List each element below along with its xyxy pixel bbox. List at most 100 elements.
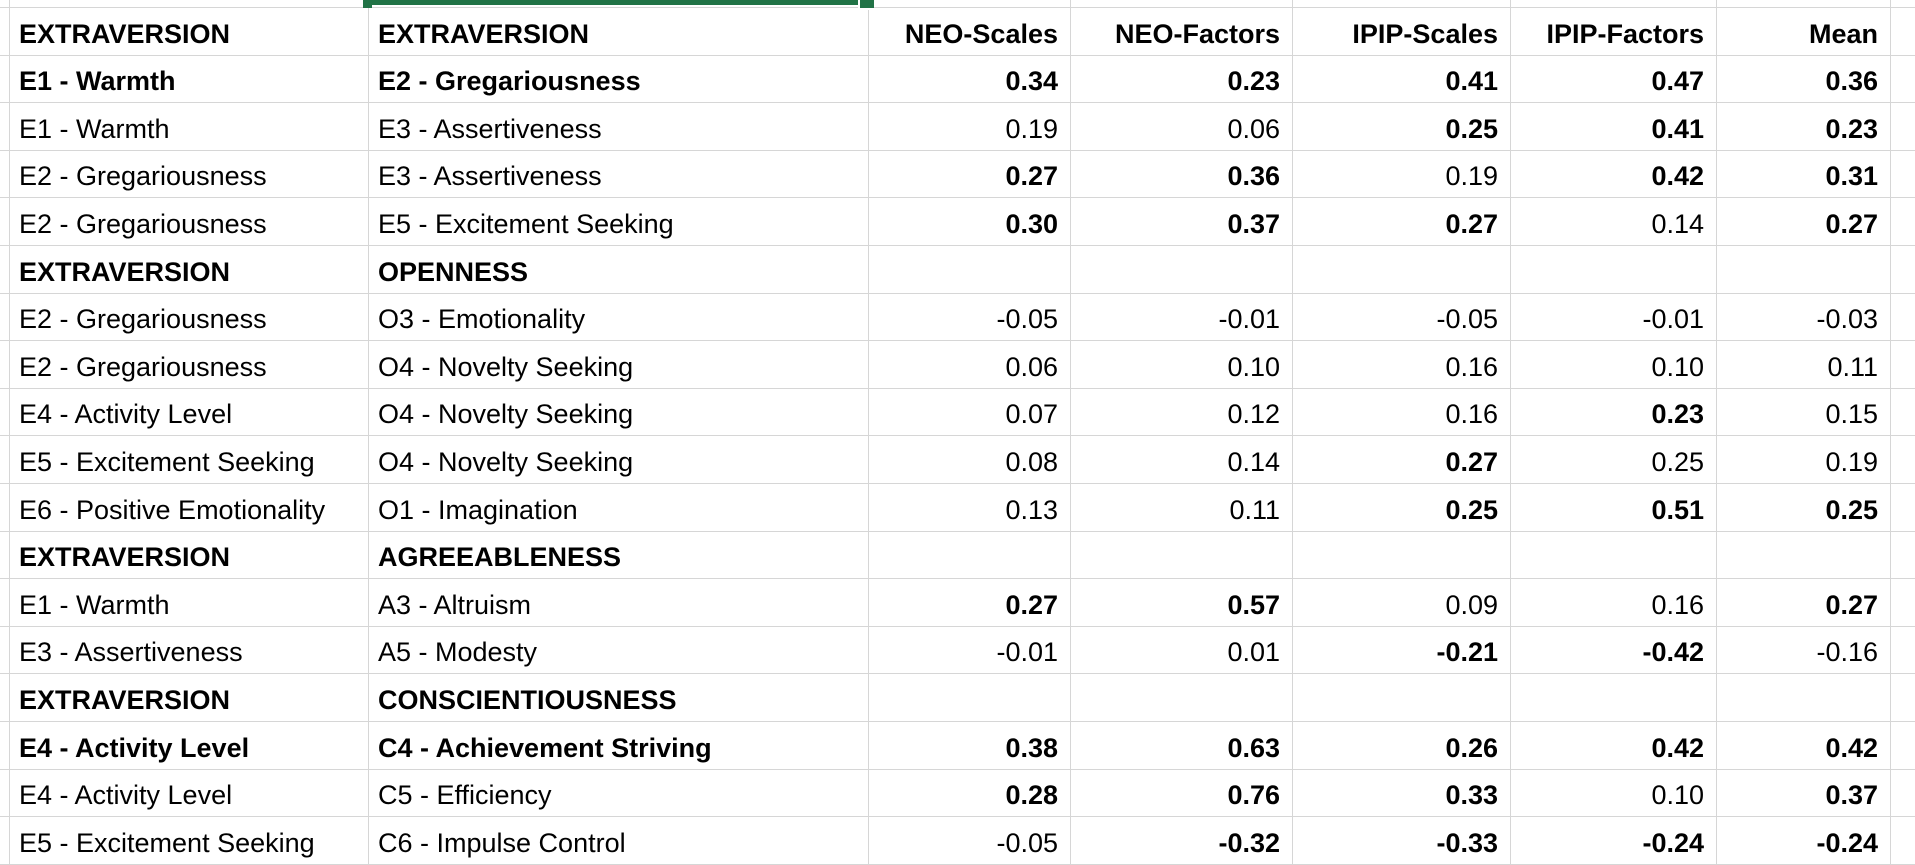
cell[interactable]: O4 - Novelty Seeking bbox=[369, 436, 869, 484]
cell[interactable]: E1 - Warmth bbox=[10, 55, 369, 104]
cell[interactable]: E1 - Warmth bbox=[10, 579, 369, 627]
cell[interactable]: 0.16 bbox=[1293, 341, 1511, 389]
cell[interactable]: 0.09 bbox=[1293, 579, 1511, 627]
cell[interactable]: 0.10 bbox=[1071, 341, 1293, 389]
cell[interactable]: 0.27 bbox=[1293, 436, 1511, 484]
cell[interactable]: E1 - Warmth bbox=[10, 103, 369, 151]
cell[interactable]: 0.34 bbox=[869, 55, 1071, 104]
cell[interactable] bbox=[0, 769, 10, 818]
cell[interactable]: 0.28 bbox=[869, 769, 1071, 818]
cell[interactable] bbox=[1071, 245, 1293, 294]
cell[interactable]: E6 - Positive Emotionality bbox=[10, 483, 369, 532]
cell[interactable]: -0.01 bbox=[1071, 293, 1293, 342]
cell[interactable]: -0.03 bbox=[1717, 293, 1891, 342]
cell[interactable]: E5 - Excitement Seeking bbox=[10, 817, 369, 865]
cell[interactable]: C5 - Efficiency bbox=[369, 769, 869, 818]
cell[interactable] bbox=[1071, 674, 1293, 722]
cell[interactable]: 0.19 bbox=[1717, 436, 1891, 484]
cell[interactable]: A5 - Modesty bbox=[369, 626, 869, 675]
cell[interactable]: -0.21 bbox=[1293, 626, 1511, 675]
cell[interactable]: 0.31 bbox=[1717, 150, 1891, 199]
cell[interactable] bbox=[1891, 341, 1915, 389]
cell[interactable] bbox=[0, 483, 10, 532]
cell[interactable]: -0.01 bbox=[869, 626, 1071, 675]
cell[interactable]: -0.24 bbox=[1511, 817, 1717, 865]
cell[interactable] bbox=[1891, 770, 1915, 818]
cell[interactable] bbox=[1071, 0, 1293, 8]
cell[interactable]: 0.37 bbox=[1071, 198, 1293, 246]
cell[interactable]: EXTRAVERSION bbox=[10, 245, 369, 294]
cell[interactable] bbox=[869, 531, 1071, 580]
cell[interactable] bbox=[0, 245, 10, 294]
cell[interactable]: 0.27 bbox=[1717, 198, 1891, 246]
cell[interactable]: E2 - Gregariousness bbox=[10, 198, 369, 246]
cell[interactable]: -0.24 bbox=[1717, 817, 1891, 865]
cell[interactable] bbox=[0, 293, 10, 342]
cell[interactable]: O3 - Emotionality bbox=[369, 293, 869, 342]
cell[interactable] bbox=[1891, 151, 1915, 199]
cell[interactable]: O1 - Imagination bbox=[369, 483, 869, 532]
cell[interactable]: 0.63 bbox=[1071, 721, 1293, 770]
cell[interactable]: -0.05 bbox=[869, 817, 1071, 865]
cell[interactable] bbox=[0, 626, 10, 675]
cell[interactable]: 0.33 bbox=[1293, 769, 1511, 818]
cell[interactable]: 0.38 bbox=[869, 721, 1071, 770]
cell[interactable] bbox=[0, 531, 10, 580]
cell[interactable]: 0.36 bbox=[1717, 55, 1891, 104]
cell[interactable] bbox=[10, 0, 369, 8]
cell[interactable]: Mean bbox=[1717, 8, 1891, 56]
cell[interactable]: E4 - Activity Level bbox=[10, 388, 369, 437]
cell[interactable]: 0.41 bbox=[1293, 55, 1511, 104]
cell[interactable] bbox=[0, 150, 10, 199]
cell[interactable] bbox=[1293, 674, 1511, 722]
cell[interactable]: OPENNESS bbox=[369, 245, 869, 294]
cell[interactable] bbox=[1891, 532, 1915, 580]
cell[interactable]: IPIP-Scales bbox=[1293, 8, 1511, 56]
cell[interactable] bbox=[0, 198, 10, 246]
cell[interactable] bbox=[1511, 245, 1717, 294]
cell[interactable]: E3 - Assertiveness bbox=[10, 626, 369, 675]
cell[interactable]: 0.57 bbox=[1071, 579, 1293, 627]
cell[interactable]: E2 - Gregariousness bbox=[10, 293, 369, 342]
cell[interactable]: E4 - Activity Level bbox=[10, 769, 369, 818]
cell[interactable]: 0.42 bbox=[1511, 150, 1717, 199]
cell[interactable]: O4 - Novelty Seeking bbox=[369, 388, 869, 437]
cell[interactable] bbox=[1891, 627, 1915, 675]
cell[interactable] bbox=[1511, 0, 1717, 8]
cell[interactable] bbox=[1891, 198, 1915, 246]
cell[interactable]: 0.47 bbox=[1511, 55, 1717, 104]
cell[interactable]: 0.11 bbox=[1071, 483, 1293, 532]
cell[interactable] bbox=[0, 388, 10, 437]
cell[interactable]: -0.32 bbox=[1071, 817, 1293, 865]
cell[interactable]: 0.27 bbox=[869, 579, 1071, 627]
cell[interactable]: 0.30 bbox=[869, 198, 1071, 246]
cell[interactable] bbox=[869, 245, 1071, 294]
cell[interactable] bbox=[0, 55, 10, 104]
cell[interactable] bbox=[1511, 531, 1717, 580]
cell[interactable]: -0.33 bbox=[1293, 817, 1511, 865]
cell[interactable] bbox=[0, 436, 10, 484]
cell[interactable]: E2 - Gregariousness bbox=[10, 150, 369, 199]
cell[interactable]: 0.16 bbox=[1511, 579, 1717, 627]
cell[interactable]: 0.06 bbox=[869, 341, 1071, 389]
cell[interactable]: EXTRAVERSION bbox=[10, 531, 369, 580]
cell[interactable] bbox=[0, 341, 10, 389]
cell[interactable]: EXTRAVERSION bbox=[10, 8, 369, 56]
cell[interactable]: IPIP-Factors bbox=[1511, 8, 1717, 56]
cell[interactable]: E4 - Activity Level bbox=[10, 721, 369, 770]
cell[interactable] bbox=[1071, 531, 1293, 580]
cell[interactable]: 0.23 bbox=[1717, 103, 1891, 151]
cell[interactable] bbox=[1293, 245, 1511, 294]
cell[interactable]: 0.37 bbox=[1717, 769, 1891, 818]
cell[interactable]: 0.27 bbox=[869, 150, 1071, 199]
cell[interactable] bbox=[1891, 294, 1915, 342]
cell[interactable]: 0.26 bbox=[1293, 721, 1511, 770]
cell[interactable]: AGREEABLENESS bbox=[369, 531, 869, 580]
cell[interactable]: 0.23 bbox=[1071, 55, 1293, 104]
cell[interactable]: EXTRAVERSION bbox=[10, 674, 369, 722]
cell[interactable] bbox=[1891, 436, 1915, 484]
cell[interactable]: 0.16 bbox=[1293, 388, 1511, 437]
cell[interactable]: 0.36 bbox=[1071, 150, 1293, 199]
cell[interactable] bbox=[1891, 579, 1915, 627]
cell[interactable] bbox=[1293, 0, 1511, 8]
